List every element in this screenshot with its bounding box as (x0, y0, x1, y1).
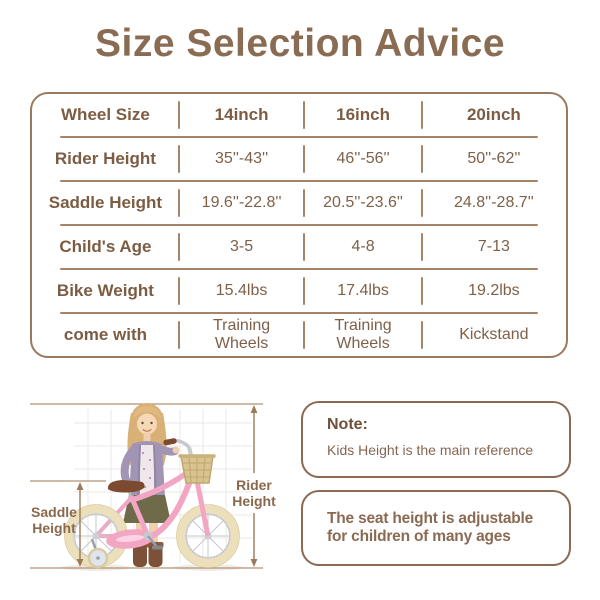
table-cell: Bike Weight (56, 281, 154, 301)
row-divider (60, 224, 538, 226)
table-cell: 24.8''-28.7'' (420, 182, 566, 224)
table-cell: Saddle Height (48, 193, 163, 213)
front-basket (178, 454, 216, 484)
table-cell: Kickstand (420, 314, 566, 356)
girl-with-bike-illustration (30, 403, 263, 571)
row-divider (60, 136, 538, 138)
table-row-wheel-size: Wheel Size 14inch 16inch 20inch (32, 94, 566, 136)
table-row-come-with: come with Training Wheels Training Wheel… (32, 314, 566, 356)
table-cell: 20inch (420, 94, 566, 136)
table-row-childs-age: Child's Age 3-5 4-8 7-13 (32, 226, 566, 268)
table-cell: come with (63, 325, 147, 345)
handlebar-grip (163, 438, 177, 446)
rider-height-label: Rider Height (232, 477, 276, 510)
table-cell: 16inch (303, 94, 421, 136)
note-box-2: The seat height is adjustable for childr… (301, 490, 571, 566)
table-cell: Child's Age (59, 237, 152, 257)
page-title: Size Selection Advice (94, 22, 506, 65)
row-divider (60, 312, 538, 314)
table-cell: 19.6''-22.8'' (177, 182, 304, 224)
training-wheel (87, 538, 109, 569)
table-cell: 14inch (177, 94, 304, 136)
table-cell: 15.4lbs (177, 270, 304, 312)
note-body: Kids Height is the main reference (327, 442, 534, 458)
table-cell: Training Wheels (303, 314, 421, 356)
girl-figure (120, 403, 180, 567)
chain-guard (106, 529, 154, 549)
table-cell: Rider Height (54, 149, 156, 169)
table-cell: 7-13 (420, 226, 566, 268)
note2-line-1: The seat height is adjustable (327, 510, 534, 528)
saddle-height-label: Saddle Height (31, 504, 77, 537)
front-wheel (176, 504, 240, 568)
bike-measurement-figure: Saddle Height Rider Height (30, 393, 302, 583)
table-cell: Wheel Size (61, 105, 150, 125)
table-cell: 19.2lbs (420, 270, 566, 312)
bike-saddle (107, 480, 145, 493)
table-row-bike-weight: Bike Weight 15.4lbs 17.4lbs 19.2lbs (32, 270, 566, 312)
table-cell: 3-5 (177, 226, 304, 268)
table-row-saddle-height: Saddle Height 19.6''-22.8'' 20.5''-23.6'… (32, 182, 566, 224)
note-title: Note: (327, 416, 368, 433)
table-cell: 46''-56'' (303, 138, 421, 180)
row-divider (60, 180, 538, 182)
pink-bike (64, 438, 240, 569)
row-divider (60, 268, 538, 270)
note2-line-2: for children of many ages (327, 528, 511, 545)
table-cell: Training Wheels (177, 314, 304, 356)
table-row-rider-height: Rider Height 35''-43'' 46''-56'' 50''-62… (32, 138, 566, 180)
measurement-arrows (76, 405, 258, 567)
floral-dots (141, 451, 152, 489)
size-table: Wheel Size 14inch 16inch 20inch Rider He… (30, 92, 568, 358)
table-cell: 50''-62'' (420, 138, 566, 180)
table-cell: 17.4lbs (303, 270, 421, 312)
table-cell: 4-8 (303, 226, 421, 268)
table-cell: 20.5''-23.6'' (303, 182, 421, 224)
note-box-1: Note: Kids Height is the main reference (301, 401, 571, 478)
table-cell: 35''-43'' (177, 138, 304, 180)
